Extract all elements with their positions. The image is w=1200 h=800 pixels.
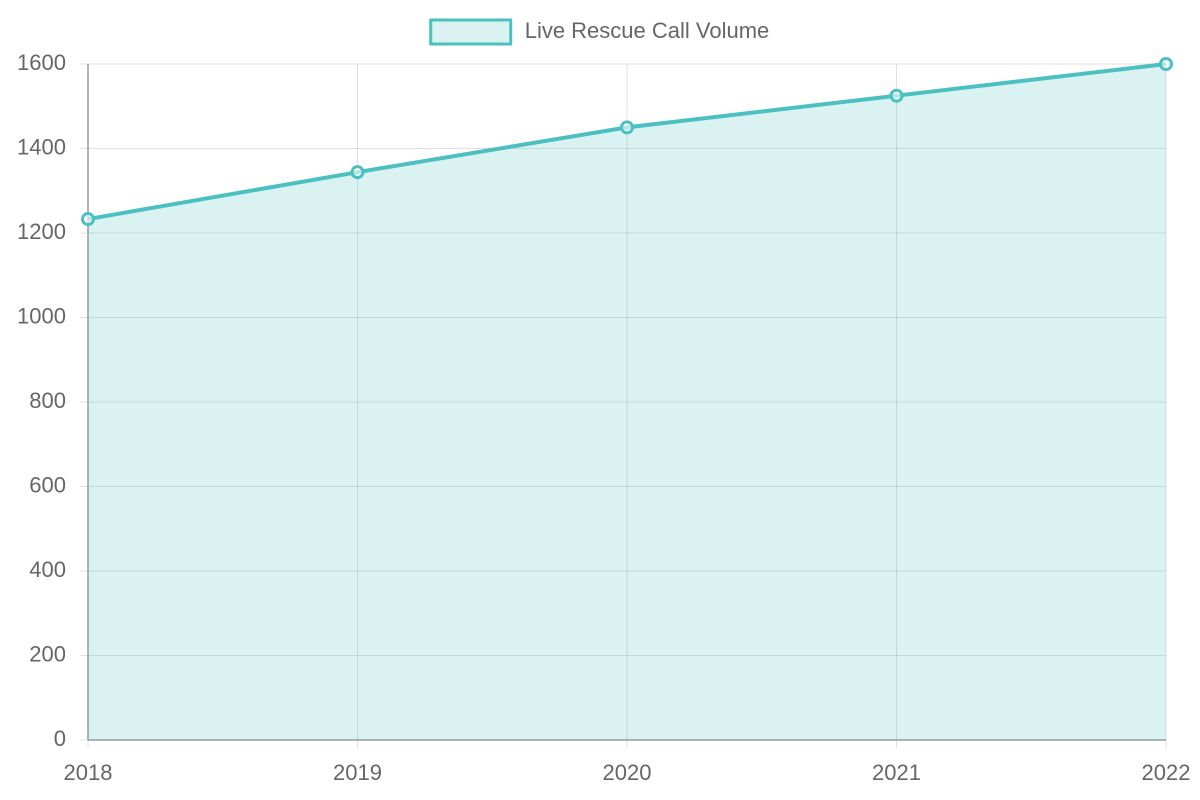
- x-tick-label: 2022: [1142, 760, 1191, 785]
- x-tick-label: 2018: [64, 760, 113, 785]
- y-tick-label: 0: [54, 726, 66, 751]
- point: [620, 120, 634, 135]
- y-tick-label: 1600: [17, 50, 66, 75]
- y-tick-label: 1000: [17, 303, 66, 328]
- y-tick-label: 200: [29, 641, 66, 666]
- y-tick-label: 1400: [17, 134, 66, 159]
- point: [1159, 57, 1173, 71]
- y-tick-label: 1200: [17, 219, 66, 244]
- legend-label: Live Rescue Call Volume: [525, 18, 770, 43]
- point: [81, 212, 95, 227]
- y-tick-label: 400: [29, 557, 66, 582]
- x-tick-label: 2019: [333, 760, 382, 785]
- x-tick-label: 2020: [603, 760, 652, 785]
- y-tick-label: 600: [29, 472, 66, 497]
- area: [88, 64, 1166, 740]
- point: [889, 88, 904, 103]
- legend-swatch: [429, 18, 513, 46]
- y-tick-label: 800: [29, 388, 66, 413]
- x-tick-label: 2021: [872, 760, 921, 785]
- point: [350, 165, 365, 180]
